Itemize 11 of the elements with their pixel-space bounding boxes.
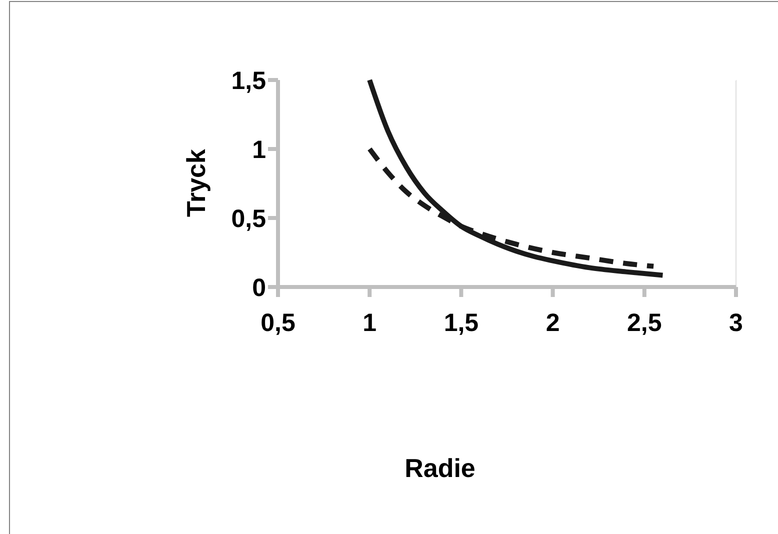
y-tick-label: 0,5 [231,205,266,233]
x-tick-label: 2,5 [627,309,662,337]
x-tick-label: 2 [546,309,560,337]
y-axis-title: Tryck [181,148,211,217]
x-tick-label: 1 [362,309,377,337]
x-tick-label: 1,5 [444,309,479,337]
x-axis-title: Radie [404,453,476,483]
y-tick-label: 1 [252,136,266,164]
y-tick-label: 0 [252,274,266,302]
x-tick-label: 3 [729,309,743,337]
y-tick-label: 1,5 [231,67,266,95]
